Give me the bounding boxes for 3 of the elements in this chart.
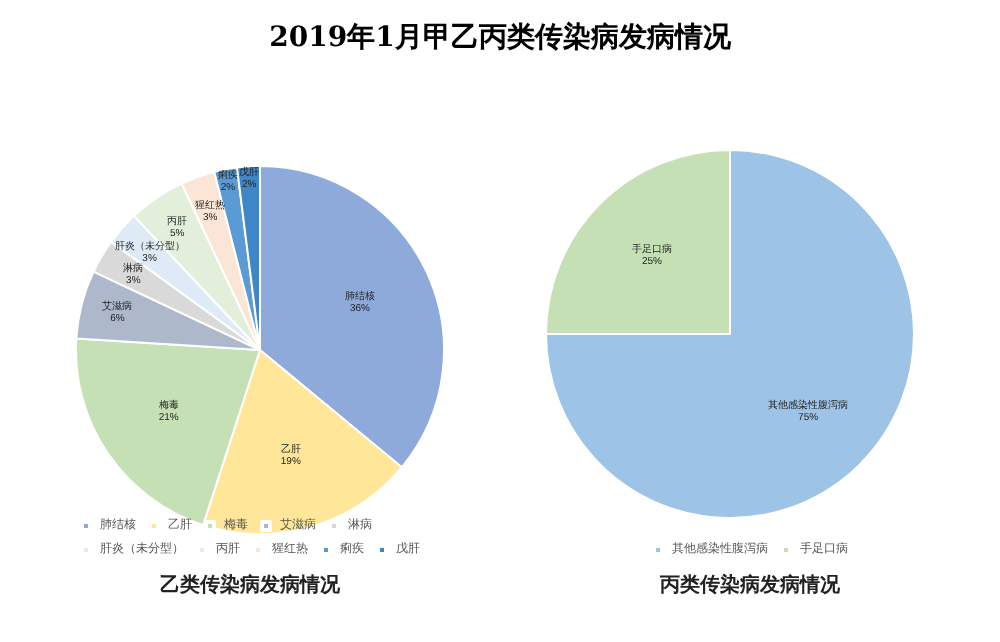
text: 丙类传染病发病情况 bbox=[658, 573, 842, 597]
text: 乙类传染病发病情况 bbox=[160, 573, 342, 597]
text: 2019年1月甲乙丙类传染病发病情况 bbox=[267, 20, 733, 56]
